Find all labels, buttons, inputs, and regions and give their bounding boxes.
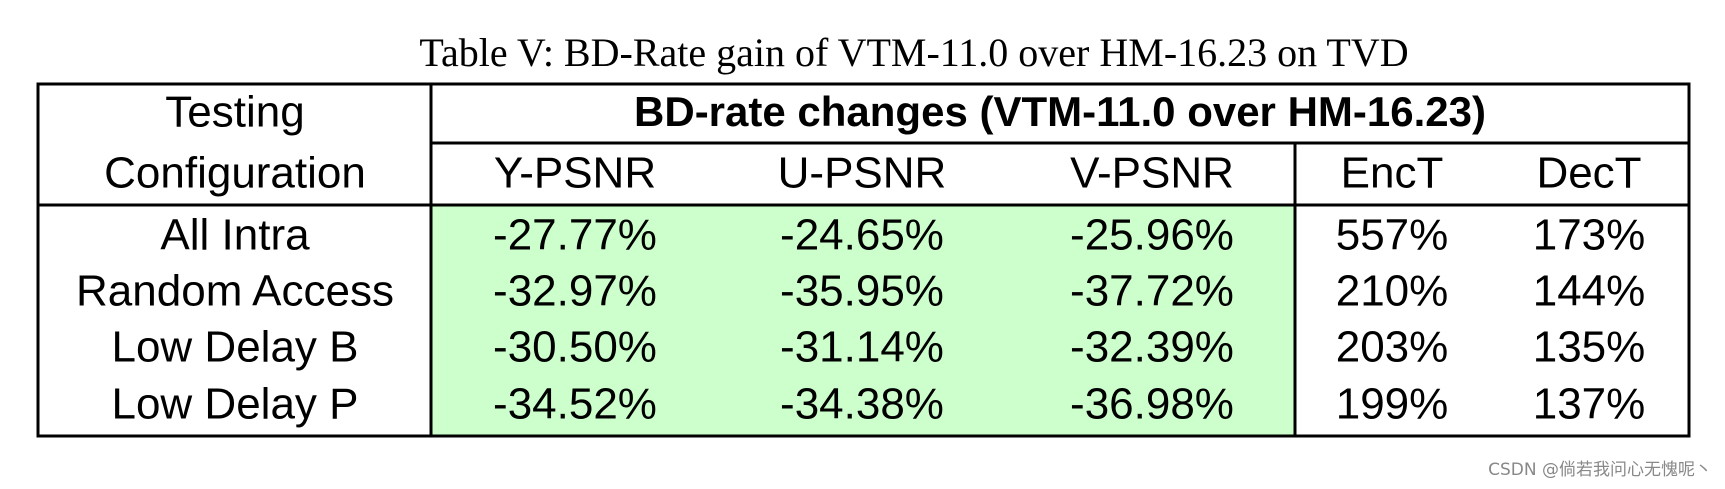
corner-header: Testing: [165, 88, 304, 137]
group-header: BD-rate changes (VTM-11.0 over HM-16.23): [634, 88, 1486, 135]
cell: -34.38%: [780, 380, 944, 429]
cell: 135%: [1533, 323, 1646, 372]
cell: -36.98%: [1070, 380, 1234, 429]
column-header: Y-PSNR: [494, 149, 656, 198]
watermark: CSDN @倘若我问心无愧呢丶: [1488, 460, 1712, 480]
cell: 144%: [1533, 267, 1646, 316]
cell: -34.52%: [493, 380, 657, 429]
cell: -24.65%: [780, 211, 944, 260]
cell: 203%: [1336, 323, 1449, 372]
row-header: Low Delay P: [111, 380, 358, 429]
cell: -25.96%: [1070, 211, 1234, 260]
table-border: [36, 82, 1691, 438]
cell: -35.95%: [780, 267, 944, 316]
cell: -30.50%: [493, 323, 657, 372]
row-header: Low Delay B: [111, 323, 358, 372]
cell: -37.72%: [1070, 267, 1234, 316]
highlight: [431, 205, 1295, 436]
row-header: All Intra: [160, 211, 310, 260]
cell: 557%: [1336, 211, 1449, 260]
table-title: Table V: BD-Rate gain of VTM-11.0 over H…: [419, 30, 1408, 75]
column-header: V-PSNR: [1070, 149, 1234, 198]
cell: 210%: [1336, 267, 1449, 316]
cell: 199%: [1336, 380, 1449, 429]
cell: -27.77%: [493, 211, 657, 260]
column-header: EncT: [1341, 149, 1444, 198]
cell: 137%: [1533, 380, 1646, 429]
cell: 173%: [1533, 211, 1646, 260]
column-header: U-PSNR: [778, 149, 947, 198]
column-header: DecT: [1536, 149, 1641, 198]
row-header: Random Access: [76, 267, 394, 316]
cell: -32.39%: [1070, 323, 1234, 372]
cell: -32.97%: [493, 267, 657, 316]
cell: -31.14%: [780, 323, 944, 372]
corner-header: Configuration: [104, 149, 366, 198]
